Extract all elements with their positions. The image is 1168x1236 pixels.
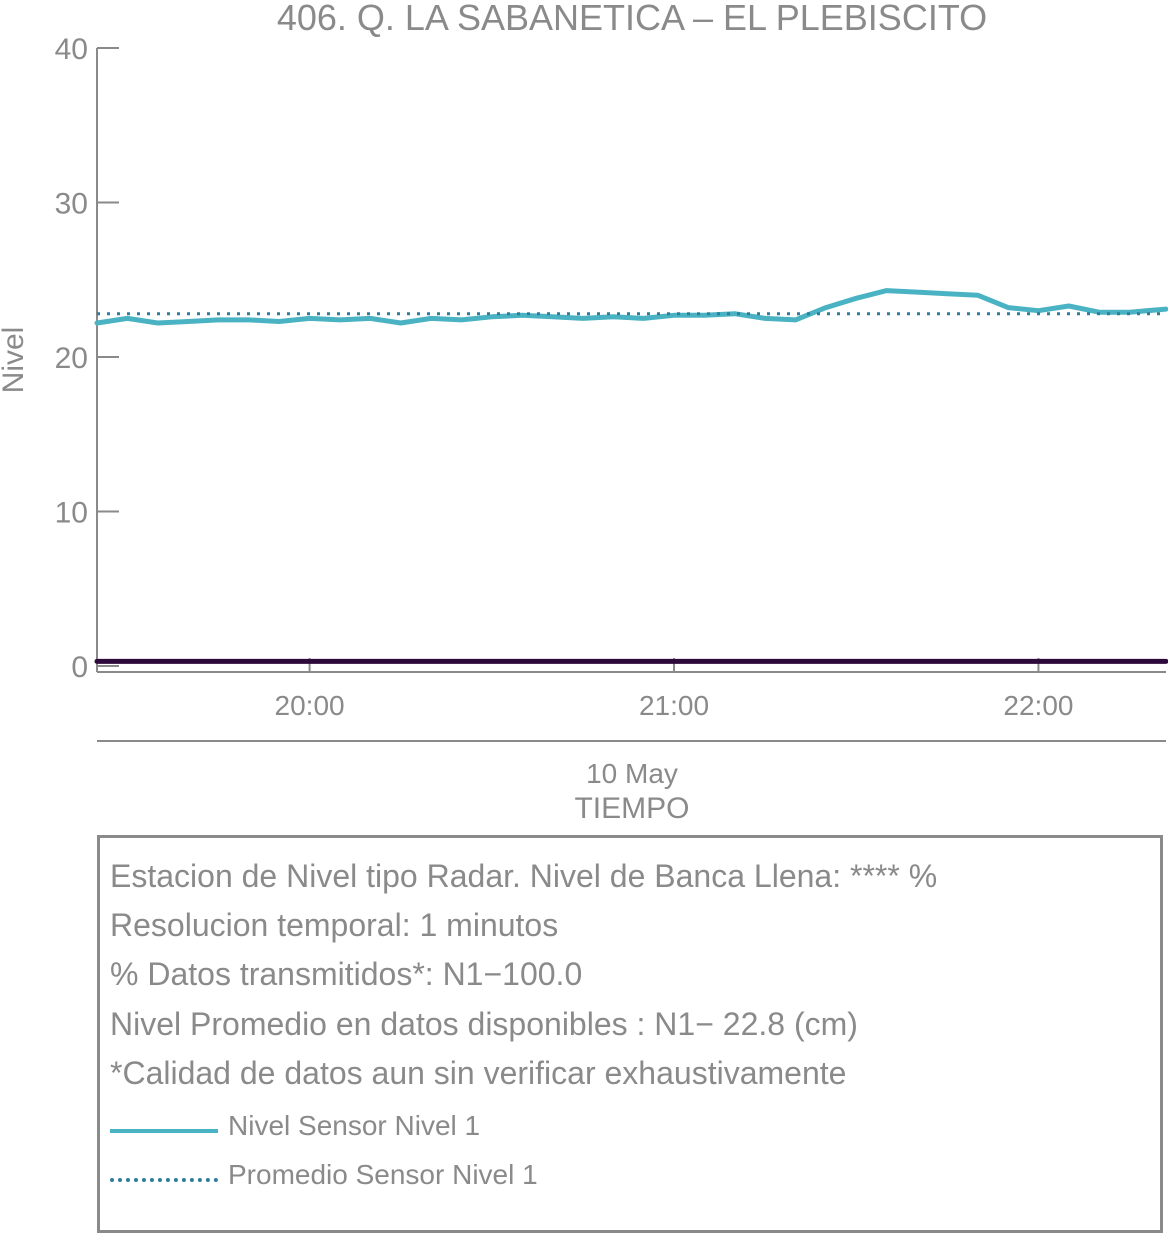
legend-item-nivel: Nivel Sensor Nivel 1 [110,1110,810,1150]
x-axis-ticks: 20:00 21:00 22:00 [275,658,1073,721]
y-tick-label: 10 [55,497,88,530]
legend-label-nivel: Nivel Sensor Nivel 1 [228,1110,481,1141]
x-axis-label: TIEMPO [574,792,689,825]
x-date-label: 10 May [586,758,678,789]
y-axis-label: Nivel [0,327,30,394]
x-tick-label: 22:00 [1003,690,1073,721]
legend-solid-line-icon [110,1129,218,1133]
y-tick-label: 30 [55,188,88,221]
series-line-nivel [94,288,1168,326]
info-resolution: Resolucion temporal: 1 minutos [110,907,559,943]
y-tick-label: 40 [55,33,88,66]
info-quality-note: *Calidad de datos aun sin verificar exha… [110,1055,847,1091]
series-layer [94,288,1168,664]
x-tick-label: 20:00 [275,690,345,721]
info-average: Nivel Promedio en datos disponibles : N1… [110,1006,858,1042]
legend-label-promedio: Promedio Sensor Nivel 1 [228,1159,538,1190]
y-axis-ticks: 0 10 20 30 40 [55,33,119,684]
level-chart: 406. Q. LA SABANETICA – EL PLEBISCITO Ni… [0,0,1168,825]
y-tick-label: 0 [71,651,88,684]
info-transmitted: % Datos transmitidos*: N1−100.0 [110,956,583,992]
x-tick-label: 21:00 [639,690,709,721]
legend-item-promedio: Promedio Sensor Nivel 1 [110,1159,810,1199]
info-station-type: Estacion de Nivel tipo Radar. Nivel de B… [110,858,938,894]
y-tick-label: 20 [55,342,88,375]
info-panel: Estacion de Nivel tipo Radar. Nivel de B… [97,835,1163,1233]
legend-dotted-line-icon [110,1178,218,1182]
chart-title: 406. Q. LA SABANETICA – EL PLEBISCITO [277,0,987,38]
